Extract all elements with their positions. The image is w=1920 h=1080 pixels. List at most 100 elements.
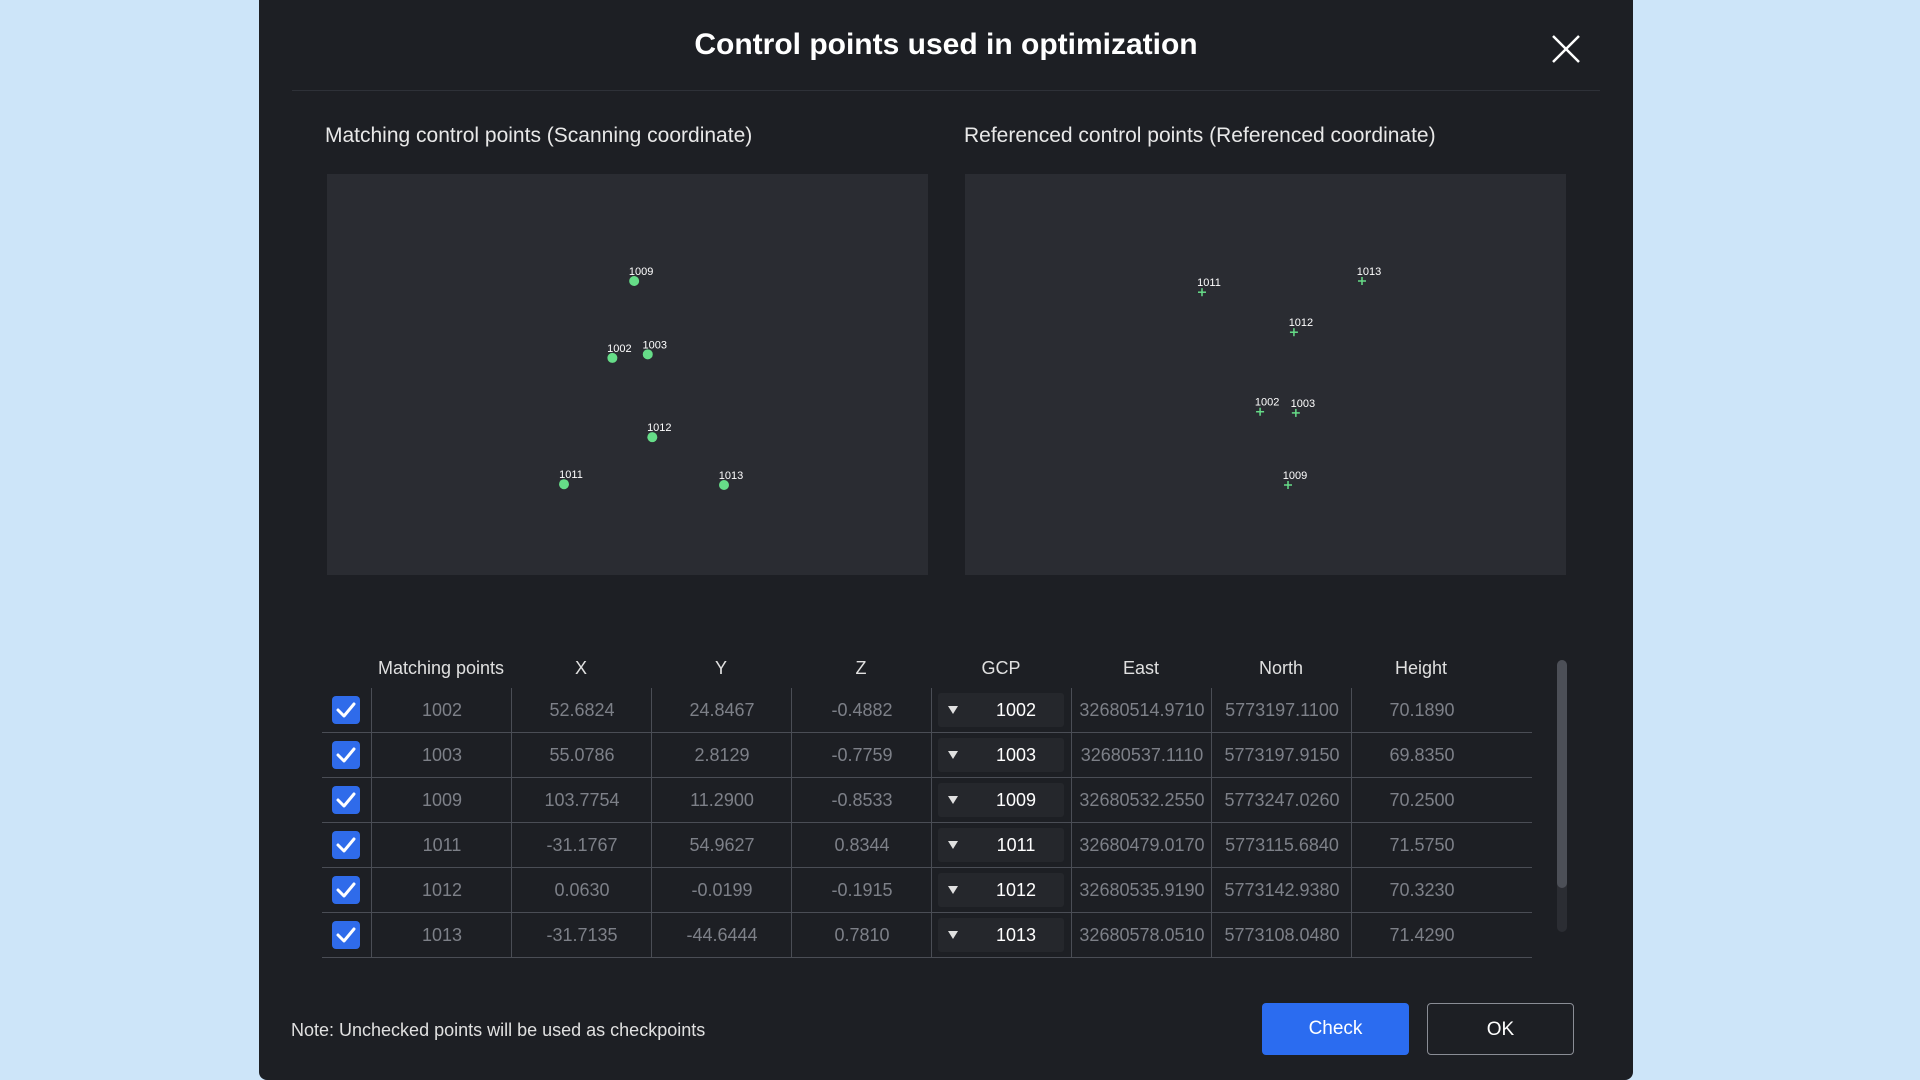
x-cell: -31.7135 — [511, 913, 652, 957]
east-cell: 32680479.0170 — [1071, 823, 1212, 867]
x-cell: -31.1767 — [511, 823, 652, 867]
gcp-dropdown[interactable]: 1009 — [938, 783, 1064, 817]
row-checkbox[interactable] — [332, 741, 360, 769]
row-checkbox[interactable] — [332, 696, 360, 724]
y-cell: -44.6444 — [651, 913, 792, 957]
north-cell: 5773197.1100 — [1211, 688, 1352, 732]
ok-button[interactable]: OK — [1427, 1003, 1574, 1055]
north-cell: 5773197.9150 — [1211, 733, 1352, 777]
gcp-value: 1012 — [995, 880, 1037, 900]
column-header: North — [1258, 658, 1303, 678]
gcp-value: 1011 — [996, 835, 1036, 855]
height-cell: 70.2500 — [1351, 778, 1492, 822]
point-cell: 1009 — [371, 778, 512, 822]
y-cell: 11.2900 — [651, 778, 792, 822]
control-point-marker: 1012 — [647, 422, 672, 443]
control-point-marker: 1012 — [1289, 317, 1313, 337]
gcp-dropdown[interactable]: 1013 — [938, 918, 1064, 952]
column-header: GCP — [981, 658, 1021, 678]
point-cell: 1003 — [371, 733, 512, 777]
gcp-cell: 1013 — [931, 913, 1072, 957]
x-cell: 52.6824 — [511, 688, 652, 732]
point-label: 1002 — [607, 343, 631, 355]
point-dot — [559, 479, 569, 490]
point-cell: 1013 — [371, 913, 512, 957]
point-label: 1012 — [647, 422, 671, 434]
close-icon — [1552, 35, 1580, 63]
control-point-marker: 1003 — [642, 339, 667, 360]
checkmark-icon — [336, 927, 356, 943]
gcp-dropdown[interactable]: 1011 — [938, 828, 1064, 862]
checkmark-icon — [336, 837, 356, 853]
control-point-marker: 1013 — [1357, 266, 1381, 285]
north-cell: 5773247.0260 — [1211, 778, 1352, 822]
gcp-value: 1013 — [995, 925, 1037, 945]
check-button[interactable]: Check — [1262, 1003, 1409, 1055]
row-checkbox-cell — [322, 778, 371, 822]
row-checkbox[interactable] — [332, 876, 360, 904]
column-header: East — [1122, 658, 1160, 678]
point-label: 1011 — [559, 469, 583, 481]
column-header: Z — [855, 658, 867, 678]
gcp-dropdown[interactable]: 1012 — [938, 873, 1064, 907]
east-cell: 32680532.2550 — [1071, 778, 1212, 822]
matching-panel-title: Matching control points (Scanning coordi… — [325, 124, 753, 147]
scrollbar-thumb[interactable] — [1557, 660, 1567, 888]
gcp-value: 1003 — [995, 745, 1037, 765]
matching-points-plot: 1002 1003 1009 1011 1012 1013 — [327, 174, 928, 575]
table-row: 1011 -31.1767 54.9627 0.8344 1011 32680479.01… — [322, 823, 1532, 868]
z-cell: -0.1915 — [791, 868, 932, 912]
height-cell: 70.1890 — [1351, 688, 1492, 732]
point-cell: 1011 — [371, 823, 512, 867]
control-point-marker: 1003 — [1291, 398, 1315, 417]
height-cell: 70.3230 — [1351, 868, 1492, 912]
height-cell: 71.5750 — [1351, 823, 1492, 867]
z-cell: -0.7759 — [791, 733, 932, 777]
gcp-cell: 1003 — [931, 733, 1072, 777]
table-body: 1002 52.6824 24.8467 -0.4882 1002 32680514.97… — [322, 688, 1532, 958]
triangle-down-icon — [948, 706, 958, 714]
table-row: 1003 55.0786 2.8129 -0.7759 1003 32680537.111… — [322, 733, 1532, 778]
z-cell: -0.8533 — [791, 778, 932, 822]
y-cell: 24.8467 — [651, 688, 792, 732]
column-header: Height — [1394, 658, 1448, 678]
row-checkbox[interactable] — [332, 786, 360, 814]
x-cell: 0.0630 — [511, 868, 652, 912]
table-row: 1013 -31.7135 -44.6444 0.7810 1013 32680578.0… — [322, 913, 1532, 958]
matching-points-svg: 1002 1003 1009 1011 1012 1013 — [559, 266, 743, 490]
checkpoint-note: Note: Unchecked points will be used as c… — [291, 1020, 706, 1040]
point-label: 1003 — [643, 339, 667, 351]
gcp-dropdown[interactable]: 1002 — [938, 693, 1064, 727]
control-point-marker: 1002 — [607, 343, 632, 363]
row-checkbox-cell — [322, 688, 371, 732]
point-label: 1012 — [1289, 317, 1313, 329]
referenced-panel-title: Referenced control points (Referenced co… — [964, 124, 1436, 147]
row-checkbox[interactable] — [332, 831, 360, 859]
close-button[interactable] — [1543, 28, 1583, 68]
row-checkbox-cell — [322, 733, 371, 777]
point-dot — [642, 349, 653, 360]
point-dot — [719, 480, 729, 490]
point-label: 1009 — [629, 266, 653, 278]
referenced-points-plot: 1002 1003 1009 1011 1012 1013 — [965, 174, 1566, 575]
point-label: 1003 — [1291, 398, 1315, 410]
x-cell: 55.0786 — [511, 733, 652, 777]
control-point-marker: 1011 — [1197, 277, 1221, 297]
title-divider — [292, 90, 1600, 91]
table-row: 1012 0.0630 -0.0199 -0.1915 1012 32680535.919… — [322, 868, 1532, 913]
column-header: Matching points — [377, 658, 505, 678]
referenced-points-svg: 1002 1003 1009 1011 1012 1013 — [1197, 266, 1381, 489]
checkmark-icon — [336, 792, 356, 808]
column-header: X — [574, 658, 587, 678]
point-label: 1002 — [1255, 397, 1279, 409]
control-point-marker: 1013 — [719, 470, 743, 490]
gcp-dropdown[interactable]: 1003 — [938, 738, 1064, 772]
gcp-value: 1002 — [995, 700, 1037, 720]
row-checkbox[interactable] — [332, 921, 360, 949]
triangle-down-icon — [948, 931, 958, 939]
gcp-value: 1009 — [995, 790, 1037, 810]
table-scrollbar[interactable] — [1557, 660, 1567, 932]
point-dot — [647, 432, 658, 443]
checkmark-icon — [336, 882, 356, 898]
table-header: Matching points X Y Z GCP East North Height — [322, 648, 1532, 688]
